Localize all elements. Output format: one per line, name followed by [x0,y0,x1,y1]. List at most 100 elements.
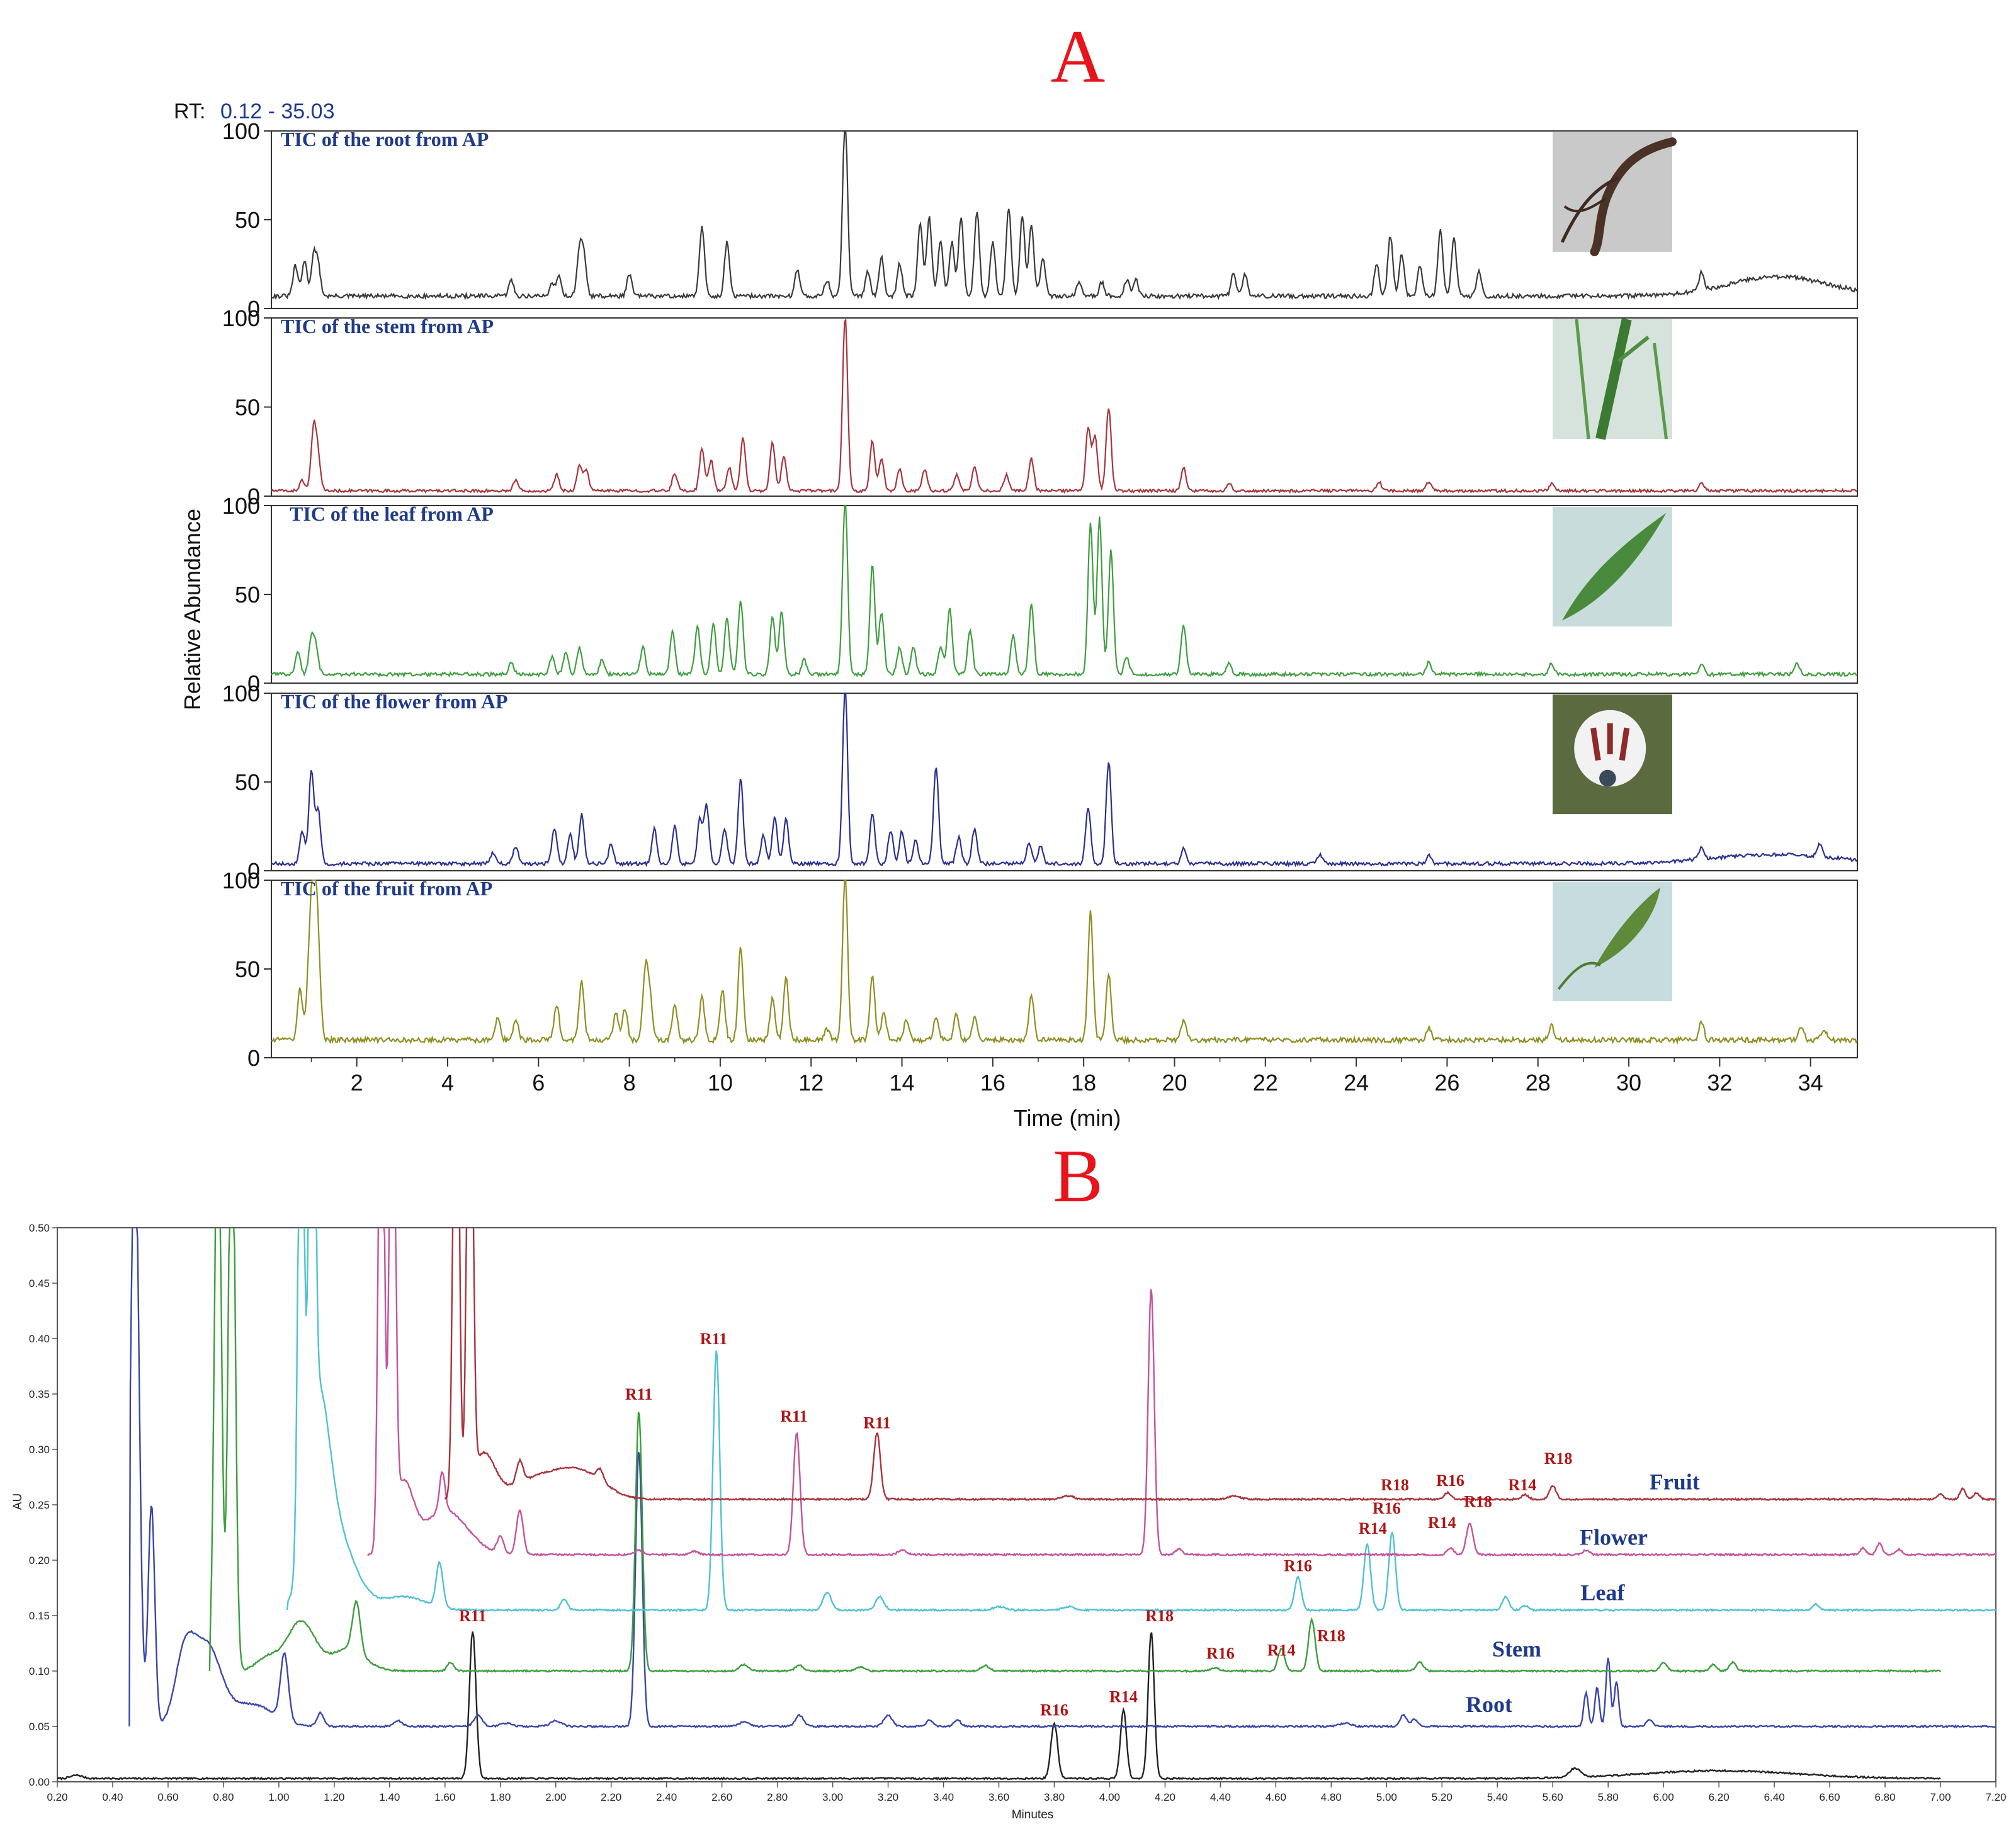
x-tick-label: 5.80 [1598,1791,1619,1803]
x-tick-label: 1.00 [268,1791,289,1803]
x-tick-label: 4.40 [1210,1791,1231,1803]
x-tick-label: 7.00 [1930,1791,1951,1803]
x-tick-label: 5.00 [1376,1791,1397,1803]
x-tick-label: 2.60 [711,1791,732,1803]
y-tick-label: 0.05 [29,1721,50,1733]
x-tick-label: 8 [623,1070,636,1096]
y-tick-label: 100 [222,305,260,331]
x-tick-label: 12 [798,1070,824,1096]
x-tick-label: 6.60 [1820,1791,1840,1803]
x-tick-label: 32 [1707,1070,1732,1096]
tic-trace [271,879,1858,1045]
panel-b-letter: B [1053,1134,1103,1218]
rt-prefix: RT: [174,99,205,123]
peak-label: R18 [1145,1607,1174,1625]
y-tick-label: 0.00 [29,1776,50,1788]
y-tick-label: 0.50 [29,1222,50,1234]
peak-label: R11 [700,1330,727,1348]
x-tick-label: 22 [1253,1070,1278,1096]
y-tick-label: 0.30 [29,1444,50,1456]
trace-panel-5: 0 50 100 TIC of the fruit from AP [222,868,1858,1071]
tic-trace [271,317,1858,494]
x-tick-label: 3.60 [988,1791,1009,1803]
x-tick-label: 6.00 [1653,1791,1674,1803]
y-tick-label: 0.35 [29,1388,50,1400]
peak-label: R14 [1508,1476,1536,1494]
y-tick-label: 0.40 [29,1333,50,1345]
trace-title: TIC of the fruit from AP [281,877,492,900]
peak-label: R11 [459,1607,486,1625]
y-tick-label: 0.20 [29,1555,50,1566]
x-tick-label: 4.00 [1099,1791,1120,1803]
y-tick-label: 0 [247,671,260,696]
x-tick-label: 1.60 [434,1791,455,1803]
x-tick-label: 0.80 [213,1791,234,1803]
y-tick-label: 100 [222,681,260,706]
x-tick-label: 2.00 [545,1791,566,1803]
peak-label: R16 [1284,1557,1312,1575]
peak-label: R18 [1544,1449,1573,1468]
tissue-label: Root [1466,1692,1512,1717]
x-tick-label: 2 [351,1070,363,1096]
peak-label: R14 [1267,1641,1296,1659]
peak-label: R16 [1436,1471,1464,1490]
x-tick-label: 26 [1434,1070,1459,1096]
uv-trace-root [128,1228,1996,1729]
x-tick-label: 20 [1162,1070,1187,1096]
x-tick-label: 4.80 [1321,1791,1342,1803]
x-tick-label: 1.80 [490,1791,511,1803]
peak-label: R14 [1359,1519,1387,1538]
leaf-photo [1553,507,1672,626]
x-tick-label: 3.80 [1044,1791,1065,1803]
y-tick-label: 0.10 [29,1665,50,1677]
x-tick-label: 1.20 [324,1791,344,1803]
x-tick-label: 10 [708,1070,733,1096]
trace-title: TIC of the flower from AP [281,690,508,713]
rt-range: 0.12 - 35.03 [220,99,334,123]
peak-label: R16 [1206,1645,1235,1663]
uv-trace-stem [208,1228,1941,1674]
uv-trace-fruit [444,1228,1996,1502]
x-tick-label: 0.60 [157,1791,178,1803]
peak-label: R18 [1381,1476,1409,1494]
tissue-label: Leaf [1580,1580,1625,1605]
y-tick-label: 50 [235,956,260,982]
trace-panel-3: 0 50 100 TIC of the leaf from AP [222,493,1858,696]
stem-photo [1553,318,1672,440]
x-tick-label: 2.40 [656,1791,677,1803]
x-tick-label: 7.20 [1985,1791,2006,1803]
x-tick-label: 6.80 [1875,1791,1896,1803]
peak-label: R18 [1317,1626,1345,1645]
peak-label: R18 [1464,1493,1492,1511]
x-tick-label: 34 [1798,1070,1823,1096]
trace-title: TIC of the stem from AP [281,315,494,337]
x-tick-label: 6.40 [1764,1791,1785,1803]
x-axis-title: Time (min) [1014,1105,1121,1131]
uv-trace-flower [367,1228,1996,1557]
x-tick-label: 4.60 [1266,1791,1286,1803]
y-tick-label: 0.15 [29,1610,50,1622]
peak-label: R16 [1373,1499,1401,1517]
x-tick-label: 16 [980,1070,1005,1096]
peak-label: R11 [780,1407,807,1425]
y-tick-label: 50 [235,582,260,608]
peak-label: R14 [1109,1687,1138,1706]
x-tick-label: 14 [890,1070,915,1096]
x-tick-label: 1.40 [379,1791,400,1803]
panel-a-letter: A [1051,14,1106,98]
y-tick-label: 100 [222,868,260,893]
x-tick-label: 3.20 [878,1791,898,1803]
x-tick-label: 2.80 [767,1791,788,1803]
tissue-label: Fruit [1650,1469,1700,1494]
x-tick-label: 4 [441,1070,454,1096]
x-tick-label: 3.40 [933,1791,954,1803]
x-tick-label: 5.60 [1543,1791,1563,1803]
x-tick-label: 0.20 [47,1791,67,1803]
x-tick-label: 5.20 [1432,1791,1453,1803]
tic-trace [271,692,1858,868]
uv-trace-reference [57,1631,1941,1781]
x-tick-label: 0.40 [102,1791,123,1803]
fruit-photo [1553,881,1672,1001]
y-tick-label: 100 [222,493,260,519]
x-tick-label: 5.40 [1487,1791,1508,1803]
